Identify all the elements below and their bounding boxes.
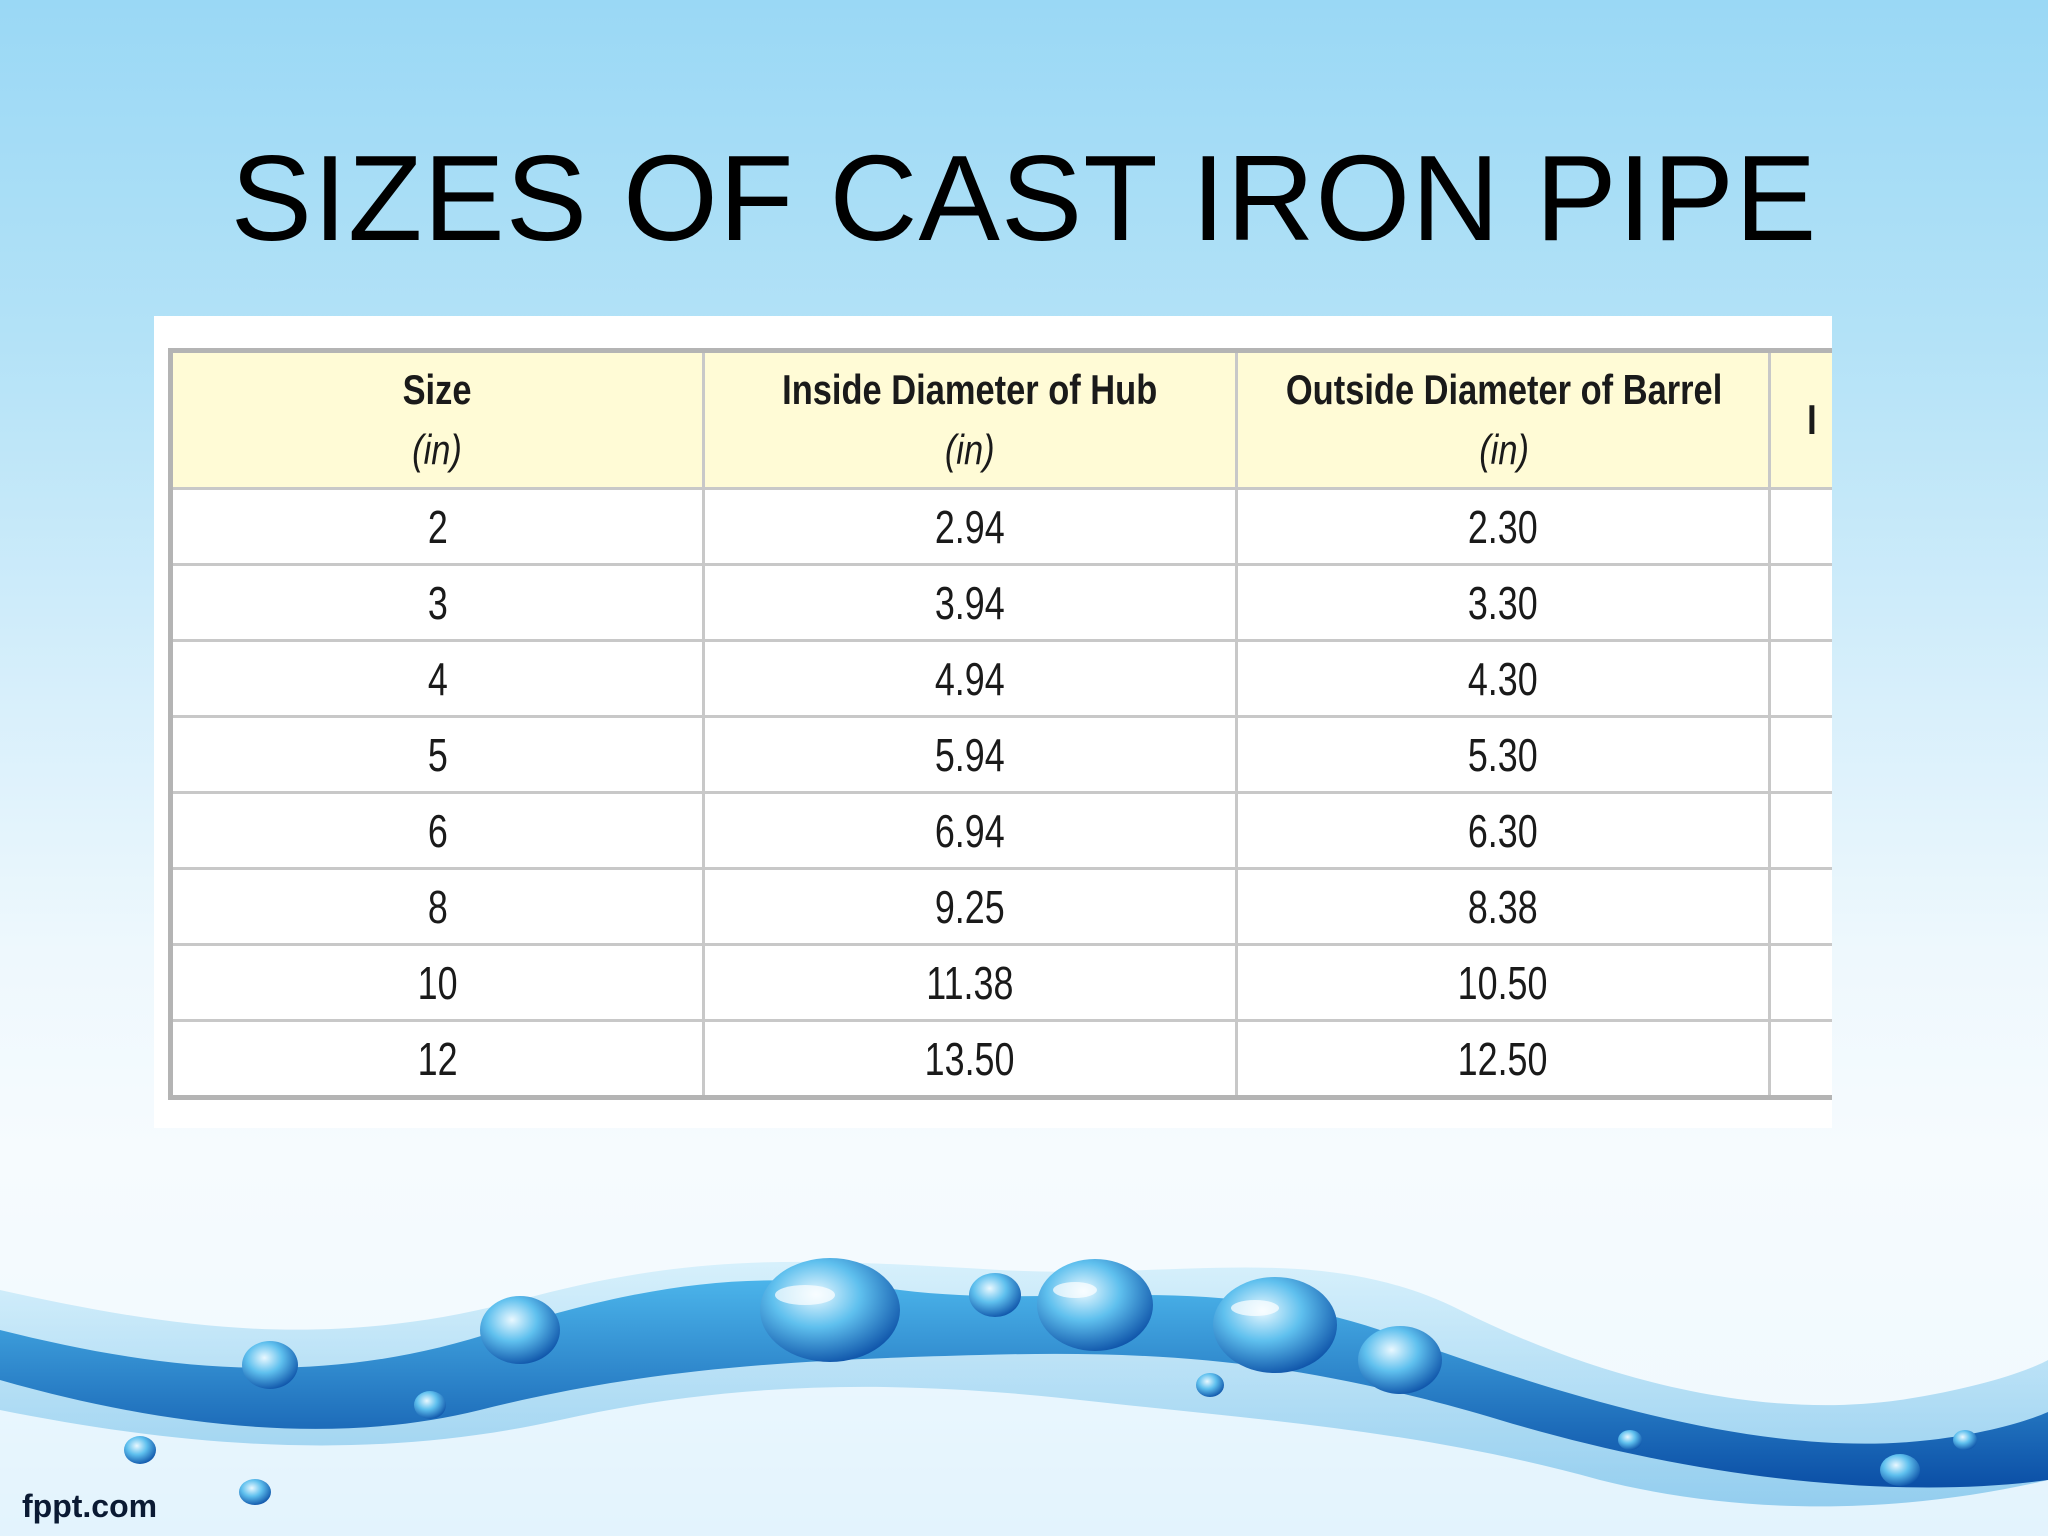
header-label: Inside Diameter of Hub xyxy=(782,366,1158,413)
cell-value: 4.94 xyxy=(935,652,1005,705)
header-unit: (in) xyxy=(945,426,995,473)
table-row: 6 6.94 6.30 xyxy=(168,791,1832,870)
cell-value: 10 xyxy=(417,956,458,1009)
cell-value: 5.94 xyxy=(935,728,1005,781)
cell-value: 9.25 xyxy=(935,880,1005,933)
slide-title: SIZES OF CAST IRON PIPE xyxy=(230,130,1818,266)
cell-value: 2 xyxy=(427,500,448,553)
table-cell xyxy=(1768,639,1832,718)
header-label: Size xyxy=(403,366,472,413)
header-cutoff: I xyxy=(1768,348,1832,490)
header-label: Outside Diameter of Barrel xyxy=(1285,366,1723,413)
table-cell: 5.94 xyxy=(702,715,1238,794)
table-cell: 10.50 xyxy=(1235,943,1771,1022)
table-cell: 3.94 xyxy=(702,563,1238,642)
table-cell: 8.38 xyxy=(1235,867,1771,946)
cell-value: 11.38 xyxy=(926,956,1014,1009)
cell-value: 2.94 xyxy=(935,500,1005,553)
table-cell: 4.94 xyxy=(702,639,1238,718)
table-frame: Size (in) Inside Diameter of Hub (in) Outs… xyxy=(154,316,1832,1128)
pipe-size-table: Size (in) Inside Diameter of Hub (in) Outs… xyxy=(168,348,1832,1100)
cell-value: 6 xyxy=(427,804,448,857)
cell-value: 12.50 xyxy=(1458,1032,1548,1085)
table-cell: 4.30 xyxy=(1235,639,1771,718)
table-cell xyxy=(1768,563,1832,642)
table-row: 5 5.94 5.30 xyxy=(168,715,1832,794)
table-cell: 2.30 xyxy=(1235,487,1771,566)
table-cell: 12.50 xyxy=(1235,1019,1771,1100)
table-row: 4 4.94 4.30 xyxy=(168,639,1832,718)
header-outside-diameter: Outside Diameter of Barrel (in) xyxy=(1235,348,1771,490)
table-cell xyxy=(1768,487,1832,566)
table-row: 8 9.25 8.38 xyxy=(168,867,1832,946)
table-row: 10 11.38 10.50 xyxy=(168,943,1832,1022)
cell-value: 8 xyxy=(427,880,448,933)
table-header-row: Size (in) Inside Diameter of Hub (in) Outs… xyxy=(168,348,1832,490)
table-cell: 6.94 xyxy=(702,791,1238,870)
water-wave-decoration xyxy=(0,1258,2048,1536)
cell-value: 8.38 xyxy=(1468,880,1538,933)
cell-value: 3 xyxy=(427,576,448,629)
table-cell xyxy=(1768,715,1832,794)
header-unit: (in) xyxy=(412,426,463,473)
table-cell xyxy=(1768,943,1832,1022)
cell-value: 4 xyxy=(427,652,448,705)
brand-watermark: fppt.com xyxy=(22,1488,158,1524)
table-cell: 8 xyxy=(168,867,705,946)
header-unit: (in) xyxy=(1479,426,1529,473)
cell-value: 3.30 xyxy=(1468,576,1538,629)
table-cell: 9.25 xyxy=(702,867,1238,946)
table-cell: 3 xyxy=(168,563,705,642)
table-cell: 5 xyxy=(168,715,705,794)
table-cell: 3.30 xyxy=(1235,563,1771,642)
table-row: 2 2.94 2.30 xyxy=(168,487,1832,566)
cell-value: 5 xyxy=(427,728,448,781)
table-cell: 4 xyxy=(168,639,705,718)
cell-value: 4.30 xyxy=(1468,652,1538,705)
cell-value: 6.94 xyxy=(935,804,1005,857)
header-inside-diameter: Inside Diameter of Hub (in) xyxy=(702,348,1238,490)
table-cell: 6.30 xyxy=(1235,791,1771,870)
table-cell xyxy=(1768,791,1832,870)
table-row: 12 13.50 12.50 xyxy=(168,1019,1832,1100)
cell-value: 10.50 xyxy=(1458,956,1548,1009)
header-size: Size (in) xyxy=(168,348,705,490)
table-cell xyxy=(1768,867,1832,946)
cell-value: 3.94 xyxy=(935,576,1005,629)
cell-value: 6.30 xyxy=(1468,804,1538,857)
table-cell: 10 xyxy=(168,943,705,1022)
table-row: 3 3.94 3.30 xyxy=(168,563,1832,642)
cell-value: 5.30 xyxy=(1468,728,1538,781)
table-cell: 2.94 xyxy=(702,487,1238,566)
table-cell: 5.30 xyxy=(1235,715,1771,794)
table-cell: 11.38 xyxy=(702,943,1238,1022)
table-cell: 12 xyxy=(168,1019,705,1100)
table-cell xyxy=(1768,1019,1832,1100)
cell-value: 13.50 xyxy=(925,1032,1015,1085)
table-cell: 2 xyxy=(168,487,705,566)
cell-value: 12 xyxy=(417,1032,458,1085)
table-cell: 6 xyxy=(168,791,705,870)
cell-value: 2.30 xyxy=(1468,500,1538,553)
header-label: I xyxy=(1807,396,1817,443)
table-body: 2 2.94 2.30 3 3.94 3.30 4 4.94 4.30 5 5.94 5.30 6 6.9… xyxy=(168,487,1832,1100)
table-cell: 13.50 xyxy=(702,1019,1238,1100)
